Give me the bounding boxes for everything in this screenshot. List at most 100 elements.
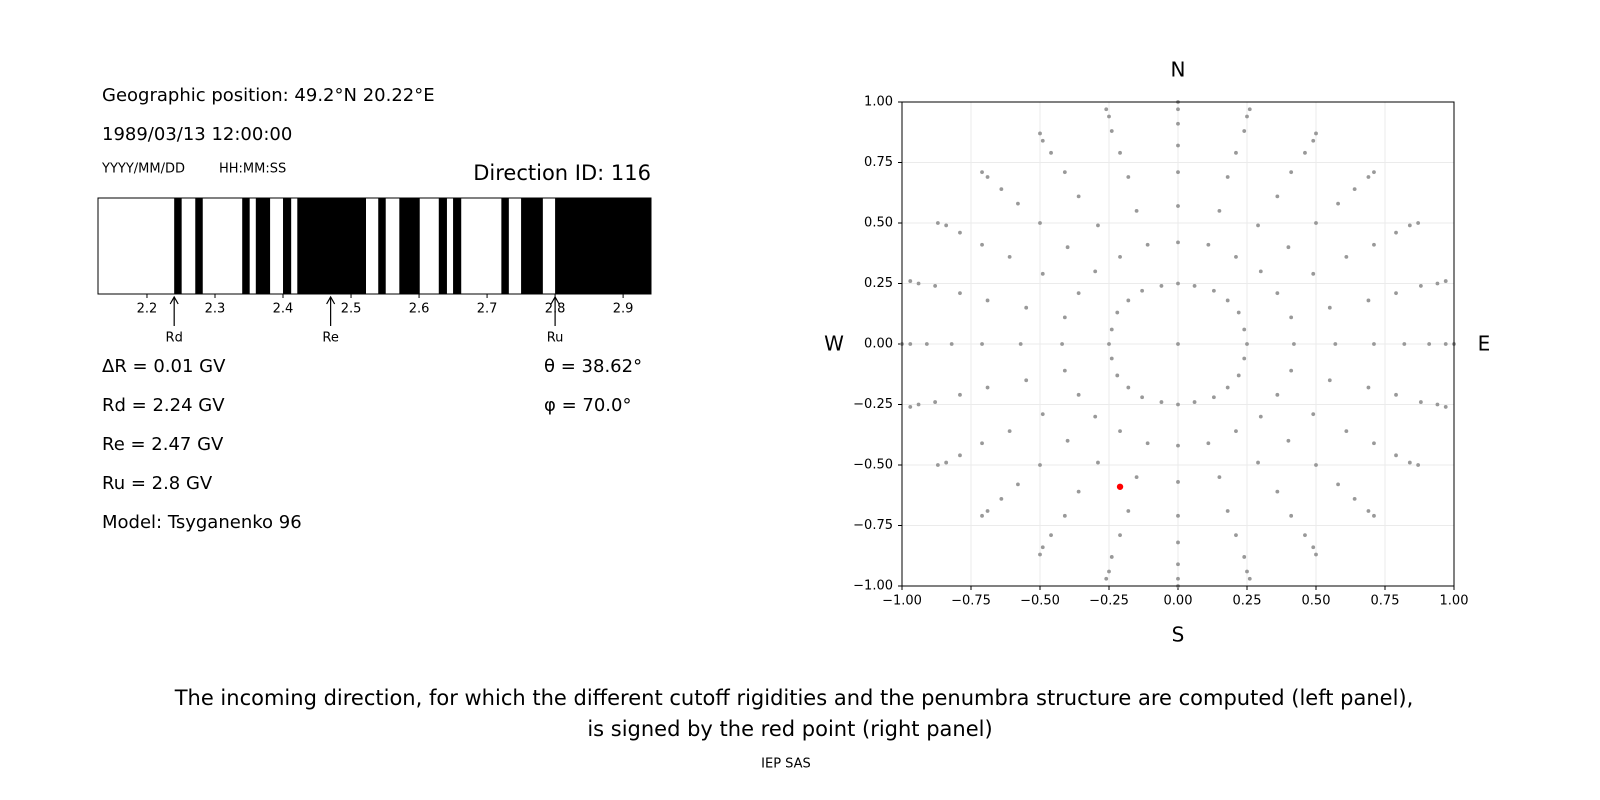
direction-point [958,392,962,397]
x-tick-label: 0.00 [1164,594,1193,609]
direction-point [1352,496,1357,501]
direction-point [1327,378,1332,383]
direction-point [1366,509,1371,513]
direction-point [1096,460,1100,465]
direction-point [1049,150,1053,155]
direction-point [1435,281,1440,286]
direction-point [1062,315,1067,320]
direction-point [1314,552,1318,557]
direction-point [916,281,921,286]
direction-point [1443,405,1448,409]
direction-point [1236,310,1241,315]
direction-point [1225,298,1230,303]
forbidden-band [242,198,250,294]
x-tick-label: 1.00 [1440,594,1469,609]
direction-point [1076,489,1081,494]
selected-direction [1116,483,1124,490]
direction-point [1176,121,1180,126]
time-format: HH:MM:SS [219,162,286,177]
direction-point [1062,368,1067,373]
direction-point [1176,170,1180,175]
direction-point [1206,441,1211,446]
direction-point [999,496,1004,501]
direction-point [1038,552,1042,557]
rd-value: Rd = 2.24 GV [102,395,225,416]
direction-point [1109,129,1114,133]
direction-point [1275,392,1280,397]
direction-point [1427,342,1432,346]
direction-point [1126,509,1131,513]
theta: θ = 38.62° [544,356,642,377]
phi: φ = 70.0° [544,395,631,416]
forbidden-band [195,198,203,294]
direction-point [1176,240,1180,245]
direction-point [1176,107,1180,112]
direction-point [1311,271,1316,276]
direction-point [1245,342,1249,346]
direction-point [935,463,940,467]
caption-line: is signed by the red point (right panel) [587,717,992,741]
direction-point [1176,562,1180,567]
direction-point [1372,513,1376,518]
direction-point [1211,395,1216,400]
direction-point [1140,288,1145,293]
direction-point [1076,291,1081,296]
direction-point [1126,298,1131,303]
direction-point [1076,194,1081,199]
direction-point [1289,170,1294,175]
direction-point [1176,402,1180,407]
delta-r: ΔR = 0.01 GV [102,356,226,377]
direction-point [1192,400,1197,404]
direction-point [1065,438,1070,443]
direction-point [933,284,938,288]
direction-point [1333,342,1338,346]
direction-point [1344,429,1349,434]
x-tick-label: 2.7 [477,302,498,317]
direction-point [1314,463,1318,467]
re-value: Re = 2.47 GV [102,434,224,455]
direction-point [924,342,929,346]
direction-point [1145,441,1150,446]
direction-point [1394,392,1398,397]
direction-point [1289,315,1294,320]
arrow-head [326,295,336,305]
direction-point [1372,441,1376,446]
direction-point [1093,414,1098,419]
direction-point [1016,201,1020,206]
direction-point [1416,221,1421,225]
direction-point [1159,284,1164,288]
x-tick-label: −0.50 [1020,594,1060,609]
direction-point [1286,245,1291,250]
direction-point [1247,107,1252,112]
direction-point [1109,555,1114,559]
direction-point [1394,230,1398,235]
forbidden-band [453,198,462,294]
direction-point [1275,291,1280,296]
direction-point [1407,223,1412,228]
direction-point [1418,400,1423,404]
forbidden-band [501,198,509,294]
direction-point [1104,576,1109,581]
direction-point [1024,378,1029,383]
direction-point [1076,392,1081,397]
direction-point [1314,221,1318,225]
direction-point [1118,150,1122,155]
direction-point [958,453,962,458]
direction-point [1344,254,1349,259]
direction-point [985,385,990,390]
direction-point [1245,114,1249,119]
direction-point [1394,291,1398,296]
direction-point [1176,576,1180,581]
direction-point [1416,463,1421,467]
x-tick-label: 2.2 [137,302,158,317]
marker-label: Ru [547,331,564,346]
y-tick-label: −0.50 [853,458,893,473]
direction-point [908,342,913,346]
date-format: YYYY/MM/DD [101,162,185,177]
direction-point [1176,281,1180,286]
direction-point [1225,509,1230,513]
direction-point [1234,150,1238,155]
direction-point [1038,463,1042,467]
forbidden-band [378,198,386,294]
direction-point [1372,342,1376,346]
